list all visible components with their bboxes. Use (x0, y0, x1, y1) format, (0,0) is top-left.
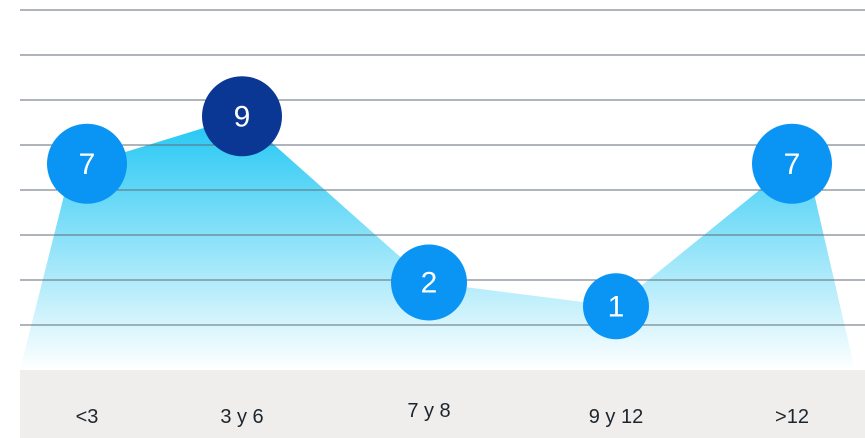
x-tick-label: 9 y 12 (589, 406, 643, 428)
data-point-marker (202, 76, 282, 157)
data-label: 9 (234, 100, 251, 133)
data-point-marker (47, 123, 127, 204)
x-tick-label: >12 (775, 406, 809, 428)
data-label: 7 (784, 148, 801, 181)
x-tick-label: <3 (76, 406, 99, 428)
data-point-marker (752, 123, 832, 204)
data-label: 7 (79, 148, 96, 181)
data-point-marker (391, 244, 467, 321)
x-tick-label: 3 y 6 (220, 406, 263, 428)
area-fill (20, 116, 855, 370)
x-tick-label: 7 y 8 (407, 400, 450, 422)
data-point-marker (583, 273, 649, 340)
data-label: 2 (421, 267, 438, 300)
category-axis-band (20, 370, 865, 438)
data-label: 1 (608, 290, 625, 323)
